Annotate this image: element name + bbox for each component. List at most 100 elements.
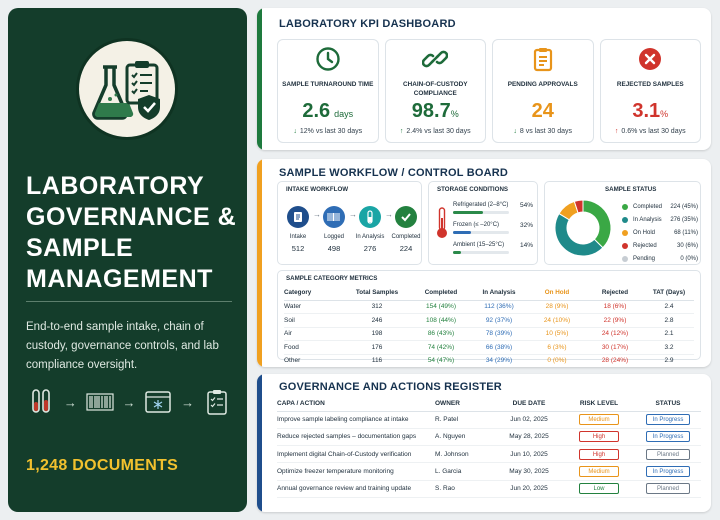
test-tube-icon [359, 206, 381, 228]
column-header: Rejected [586, 286, 644, 301]
table-cell: 3.2 [644, 340, 694, 355]
sidebar-divider [26, 301, 232, 302]
table-row: Soil 246 108 (44%) 92 (37%) 24 (10%) 22 (9%) 2… [284, 313, 694, 328]
action-text: Annual governance review and training up… [277, 480, 435, 498]
storage-percent: 32% [519, 222, 533, 229]
kpi-value-line: 3.1% [601, 100, 701, 123]
storage-conditions-title: STORAGE CONDITIONS [437, 186, 509, 193]
column-header: Total Samples [342, 286, 412, 301]
status-badge[interactable]: Planned [646, 483, 690, 495]
panel-accent [257, 374, 262, 512]
legend-label: Pending [633, 255, 656, 262]
risk-cell: Medium [563, 462, 635, 481]
table-cell: 176 [342, 340, 412, 355]
action-row[interactable]: Annual governance review and training up… [277, 480, 701, 498]
delta-arrow-icon: ↓ [293, 128, 297, 135]
table-cell: Air [284, 327, 342, 341]
check-icon [395, 206, 417, 228]
table-cell: 154 (49%) [412, 300, 470, 314]
storage-bar-fill [453, 211, 484, 214]
kpi-unit: days [334, 109, 354, 119]
action-row[interactable]: Optimize freezer temperature monitoring L… [277, 462, 701, 481]
process-flow: → → → [24, 384, 234, 420]
status-cell: In Progress [635, 411, 701, 429]
workflow-step-value: 498 [327, 244, 341, 253]
action-due-date: May 28, 2025 [495, 428, 563, 447]
arrow-icon: → [122, 394, 136, 410]
table-cell: 2.4 [644, 300, 694, 314]
storage-bar-fill [453, 251, 461, 254]
legend-item: Pending 0 (0%) [622, 252, 698, 265]
legend-label: Completed [633, 203, 663, 210]
table-cell: 108 (44%) [412, 313, 470, 328]
storage-percent: 54% [519, 202, 533, 209]
status-cell: In Progress [635, 428, 701, 447]
action-due-date: May 30, 2025 [495, 462, 563, 481]
governance-panel: GOVERNANCE AND ACTIONS REGISTER CAPA / A… [257, 374, 711, 512]
legend-item: In Analysis 276 (35%) [622, 213, 698, 226]
action-owner: S. Rao [435, 480, 495, 498]
kpi-value: 24 [531, 100, 554, 122]
risk-cell: Low [563, 480, 635, 498]
checklist-icon [200, 385, 234, 419]
table-cell: Soil [284, 313, 342, 328]
status-badge[interactable]: In Progress [646, 431, 690, 443]
table-cell: 28 (9%) [528, 300, 586, 314]
category-metrics-card: SAMPLE CATEGORY METRICS Category Total Sa… [277, 270, 701, 367]
workflow-step: Intake 512 [282, 206, 314, 253]
kpi-delta: ↓ 8 vs last 30 days [493, 128, 593, 135]
workflow-step-value: 224 [399, 244, 413, 253]
action-row[interactable]: Improve sample labeling compliance at in… [277, 411, 701, 429]
table-cell: 312 [342, 300, 412, 314]
status-badge[interactable]: In Progress [646, 414, 690, 426]
action-due-date: Jun 10, 2025 [495, 445, 563, 464]
legend-swatch [622, 229, 628, 236]
sample-status-title: SAMPLE STATUS [605, 186, 657, 193]
kpi-value-line: 98.7% [386, 100, 486, 123]
table-cell: 74 (42%) [412, 340, 470, 355]
table-cell: Food [284, 340, 342, 355]
status-badge[interactable]: In Progress [646, 466, 690, 478]
table-cell: 66 (38%) [470, 340, 528, 355]
table-cell: 2.8 [644, 313, 694, 328]
storage-bar [453, 231, 509, 234]
table-cell: 30 (17%) [586, 340, 644, 355]
kpi-label: SAMPLE TURNAROUND TIME [282, 81, 374, 88]
workflow-step: Logged 498 [318, 206, 350, 253]
intake-workflow-title: INTAKE WORKFLOW [286, 186, 349, 193]
arrow-icon: → [181, 394, 195, 410]
table-cell: 22 (9%) [586, 313, 644, 328]
table-row: Food 176 74 (42%) 66 (38%) 6 (3%) 30 (17%) 3.2 [284, 340, 694, 355]
kpi-card: CHAIN-OF-CUSTODY COMPLIANCE 98.7% ↑ 2.4% vs… [384, 39, 486, 143]
kpi-label: CHAIN-OF-CUSTODY COMPLIANCE [403, 81, 468, 97]
table-cell: 6 (3%) [528, 340, 586, 355]
status-cell: Planned [635, 445, 701, 464]
panel-accent [257, 159, 262, 367]
risk-badge: Medium [579, 466, 619, 478]
table-cell: 112 (36%) [470, 300, 528, 314]
action-row[interactable]: Implement digital Chain-of-Custody verif… [277, 445, 701, 464]
x-circle-icon [637, 46, 663, 72]
workflow-step-label: Intake [289, 234, 307, 240]
status-badge[interactable]: Planned [646, 448, 690, 460]
table-cell: 0 (0%) [528, 354, 586, 367]
table-cell: 198 [342, 327, 412, 341]
storage-bar-fill [453, 231, 471, 234]
kpi-unit: % [660, 109, 669, 119]
column-header: Category [284, 286, 342, 301]
action-owner: M. Johnson [435, 445, 495, 464]
freezer-icon [141, 385, 175, 419]
column-header: OWNER [435, 396, 495, 412]
legend-value: 224 (45%) [670, 203, 698, 210]
sample-status-donut [554, 199, 612, 257]
chain-link-icon [421, 46, 449, 72]
table-cell: Other [284, 354, 342, 367]
sample-status-card: SAMPLE STATUS Completed 224 (45%) In Analy… [544, 181, 701, 265]
table-cell: 116 [342, 354, 412, 367]
kpi-value-line: 2.6 days [278, 100, 378, 123]
barcode-icon [83, 385, 117, 419]
storage-conditions-card: STORAGE CONDITIONS Refrigerated (2–8°C) 5… [428, 181, 538, 265]
sidebar-description: End-to-end sample intake, chain of custo… [26, 321, 219, 371]
action-row[interactable]: Reduce rejected samples – documentation … [277, 428, 701, 447]
legend-label: In Analysis [633, 216, 662, 223]
